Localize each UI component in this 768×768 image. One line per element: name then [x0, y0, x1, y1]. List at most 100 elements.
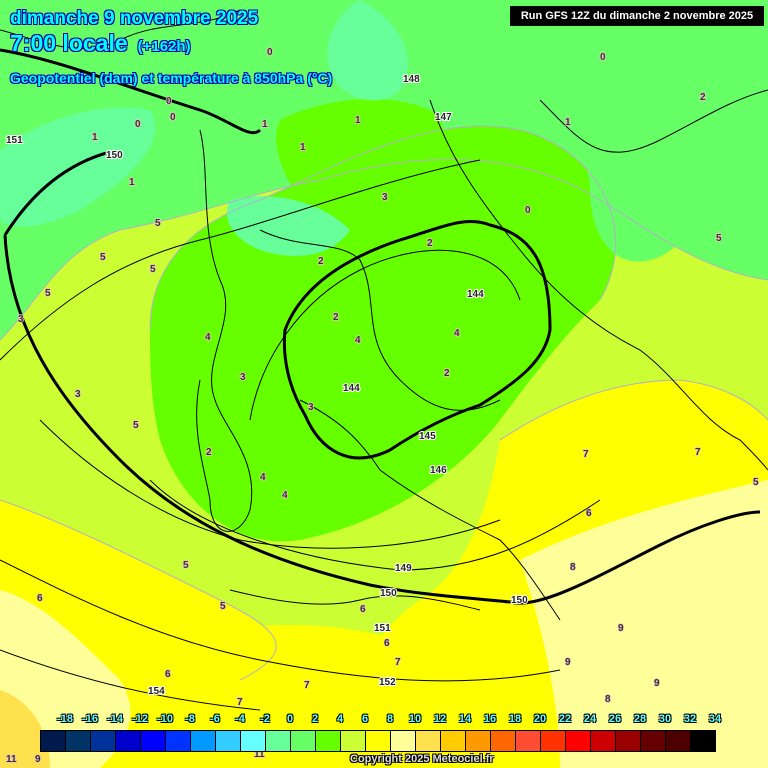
colorbar-label: 28 — [633, 713, 647, 725]
colorbar-label: -8 — [185, 713, 195, 725]
temperature-label: 6 — [360, 604, 366, 615]
colorbar-label: 4 — [336, 713, 344, 725]
geopotential-label: 154 — [148, 686, 165, 697]
colorbar-swatch — [141, 731, 166, 751]
temperature-label: 1 — [300, 142, 306, 153]
contour-145 — [282, 220, 552, 460]
colorbar-label: -4 — [235, 713, 245, 725]
temperature-label: 5 — [220, 601, 226, 612]
temperature-label: 0 — [525, 205, 531, 216]
colorbar-label: 32 — [683, 713, 697, 725]
colorbar-label: -16 — [82, 713, 98, 725]
temperature-label: 7 — [695, 447, 701, 458]
colorbar-swatch — [666, 731, 691, 751]
geopotential-label: 145 — [419, 431, 436, 442]
map-labels: 1481471501511441441451461491501501511521… — [5, 46, 760, 766]
contour-150-north — [0, 48, 262, 135]
colorbar-swatch — [641, 731, 666, 751]
colorbar-swatch — [116, 731, 141, 751]
temperature-label: 7 — [237, 697, 243, 708]
temperature-label: 7 — [583, 449, 589, 460]
temperature-label: 5 — [716, 233, 722, 244]
run-label: Run GFS 12Z du dimanche 2 novembre 2025 — [510, 6, 764, 26]
colorbar-label: 8 — [386, 713, 394, 725]
colorbar-swatch — [391, 731, 416, 751]
geopotential-label: 150 — [380, 588, 397, 599]
temperature-label: 2 — [427, 238, 433, 249]
geopotential-label: 152 — [379, 677, 396, 688]
colorbar-label: -2 — [260, 713, 270, 725]
temperature-label: 9 — [565, 657, 571, 668]
temperature-label: 8 — [570, 562, 576, 573]
temperature-label: 5 — [183, 560, 189, 571]
temperature-label: 6 — [384, 638, 390, 649]
temperature-label: 5 — [133, 420, 139, 431]
geopotential-label: 150 — [106, 150, 123, 161]
colorbar-swatch — [566, 731, 591, 751]
temperature-label: 2 — [333, 312, 339, 323]
local-time: 7:00 locale — [10, 30, 129, 57]
colorbar-swatch — [241, 731, 266, 751]
temperature-label: 0 — [600, 52, 606, 63]
colorbar — [40, 730, 716, 752]
colorbar-swatch — [691, 731, 715, 751]
temperature-label: 0 — [267, 47, 273, 58]
temperature-label: 2 — [700, 92, 706, 103]
colorbar-swatch — [491, 731, 516, 751]
temperature-label: 6 — [165, 669, 171, 680]
temperature-label: 2 — [206, 447, 212, 458]
colorbar-swatch — [416, 731, 441, 751]
colorbar-swatch — [41, 731, 66, 751]
temperature-label: 2 — [318, 256, 324, 267]
colorbar-label: 16 — [483, 713, 497, 725]
geopotential-label: 150 — [511, 595, 528, 606]
geopotential-thick-contours — [0, 48, 761, 605]
geopotential-label: 148 — [403, 74, 420, 85]
colorbar-swatch — [441, 731, 466, 751]
geopotential-label: 146 — [430, 465, 447, 476]
colorbar-swatch — [191, 731, 216, 751]
colorbar-label: 0 — [286, 713, 294, 725]
colorbar-swatch — [516, 731, 541, 751]
colorbar-label: 12 — [433, 713, 447, 725]
colorbar-swatch — [66, 731, 91, 751]
temperature-label: 0 — [170, 112, 176, 123]
geopotential-label: 149 — [395, 563, 412, 574]
temperature-label: 9 — [618, 623, 624, 634]
temperature-label: 4 — [282, 490, 288, 501]
colorbar-label: 14 — [458, 713, 472, 725]
temperature-label: 11 — [6, 754, 17, 765]
copyright: Copyright 2025 Meteociel.fr — [350, 753, 494, 765]
borders-coastlines — [0, 9, 768, 621]
colorbar-label: 24 — [583, 713, 597, 725]
temperature-label: 5 — [753, 477, 759, 488]
geopotential-contours — [0, 159, 601, 711]
temperature-label: 7 — [304, 680, 310, 691]
temperature-label: 4 — [205, 332, 211, 343]
colorbar-swatch — [91, 731, 116, 751]
temperature-label: 1 — [92, 132, 98, 143]
colorbar-label: -14 — [107, 713, 123, 725]
temperature-label: 6 — [586, 508, 592, 519]
temperature-label: 1 — [262, 119, 268, 130]
temperature-label: 5 — [150, 264, 156, 275]
temperature-label: 5 — [155, 218, 161, 229]
temperature-label: 4 — [355, 335, 361, 346]
colorbar-swatch — [291, 731, 316, 751]
temperature-label: 0 — [135, 119, 141, 130]
forecast-time: 7:00 locale (+162h) — [10, 30, 192, 57]
temperature-label: 4 — [260, 472, 266, 483]
temperature-label: 6 — [37, 593, 43, 604]
colorbar-label: 30 — [658, 713, 672, 725]
temperature-label: 1 — [355, 115, 361, 126]
colorbar-label: 18 — [508, 713, 522, 725]
colorbar-label: 34 — [708, 713, 722, 725]
colorbar-swatch — [266, 731, 291, 751]
temperature-label: 5 — [45, 288, 51, 299]
colorbar-label: 10 — [408, 713, 422, 725]
parameter-title: Geopotentiel (dam) et température à 850h… — [9, 70, 333, 87]
temperature-label: 4 — [454, 328, 460, 339]
geopotential-label: 144 — [467, 289, 484, 300]
colorbar-label: -12 — [132, 713, 148, 725]
